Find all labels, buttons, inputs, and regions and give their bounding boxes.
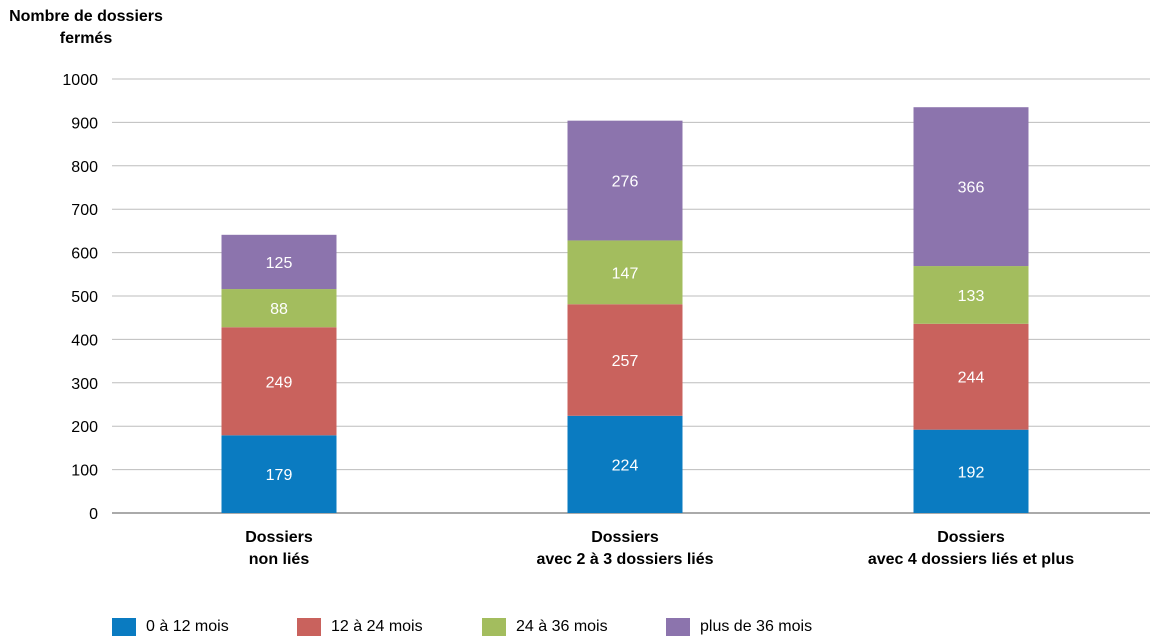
- y-tick-label: 600: [71, 246, 98, 263]
- data-label: 276: [612, 174, 639, 191]
- y-tick-label: 100: [71, 463, 98, 480]
- bar-segment: [221, 289, 337, 328]
- y-tick-label: 500: [71, 289, 98, 306]
- x-tick-label-line: avec 2 à 3 dossiers liés: [536, 551, 714, 568]
- x-tick-label: Dossiers avec 4 dossiers liés et plus: [821, 527, 1121, 571]
- legend-item: 24 à 36 mois: [482, 618, 608, 636]
- legend-label: 12 à 24 mois: [331, 618, 423, 635]
- bar-segment: [221, 435, 337, 513]
- y-tick-label: 1000: [62, 72, 98, 89]
- y-axis-title-text: Nombre de dossiers fermés: [9, 8, 163, 47]
- x-tick-label: Dossiers avec 2 à 3 dossiers liés: [475, 527, 775, 571]
- x-tick-label-line: Dossiers: [591, 529, 659, 546]
- y-tick-label: 200: [71, 419, 98, 436]
- legend-swatch: [112, 618, 136, 636]
- data-label: 125: [266, 255, 293, 272]
- y-tick-label: 800: [71, 159, 98, 176]
- data-label: 249: [266, 374, 293, 391]
- data-label: 192: [958, 464, 985, 481]
- legend-swatch: [666, 618, 690, 636]
- y-tick-label: 300: [71, 376, 98, 393]
- x-tick-label-line: Dossiers: [245, 529, 313, 546]
- bar-segment: [567, 304, 683, 416]
- x-tick-label-line: Dossiers: [937, 529, 1005, 546]
- bar-segment: [913, 323, 1029, 430]
- legend-item: 0 à 12 mois: [112, 618, 229, 636]
- x-tick-label-line: non liés: [248, 551, 310, 568]
- legend-item: 12 à 24 mois: [297, 618, 423, 636]
- y-tick-label: 400: [71, 332, 98, 349]
- bar-segment: [221, 234, 337, 290]
- legend-swatch: [482, 618, 506, 636]
- data-label: 179: [266, 467, 293, 484]
- data-label: 224: [612, 457, 639, 474]
- legend: 0 à 12 mois 12 à 24 mois 24 à 36 mois plus …: [0, 618, 1161, 638]
- bar-segment: [221, 327, 337, 436]
- y-tick-label: 0: [89, 506, 98, 523]
- bar-segment: [913, 266, 1029, 324]
- data-label: 133: [958, 288, 985, 305]
- legend-label: 0 à 12 mois: [146, 618, 229, 635]
- x-tick-label-line: avec 4 dossiers liés et plus: [867, 551, 1075, 568]
- y-tick-label: 700: [71, 202, 98, 219]
- data-label: 366: [958, 180, 985, 197]
- data-label: 88: [270, 301, 288, 318]
- bar-segment: [913, 429, 1029, 513]
- data-label: 147: [612, 265, 639, 282]
- bar-segment: [567, 415, 683, 513]
- legend-label: plus de 36 mois: [700, 618, 813, 635]
- y-axis-title: Nombre de dossiers fermés: [6, 6, 166, 50]
- x-tick-label: Dossiers non liés: [129, 527, 429, 571]
- bar-segment: [567, 240, 683, 305]
- legend-label: 24 à 36 mois: [516, 618, 608, 635]
- legend-swatch: [297, 618, 321, 636]
- y-tick-label: 900: [71, 115, 98, 132]
- bar-segment: [913, 107, 1029, 267]
- data-label: 257: [612, 353, 639, 370]
- legend-item: plus de 36 mois: [666, 618, 812, 636]
- data-label: 244: [958, 370, 985, 387]
- bar-segment: [567, 120, 683, 241]
